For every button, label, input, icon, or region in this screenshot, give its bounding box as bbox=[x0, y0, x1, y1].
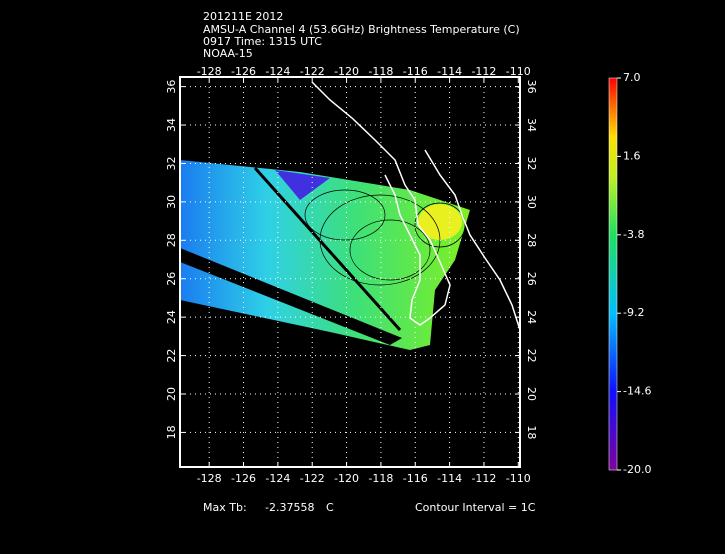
lat-label: 34 bbox=[525, 118, 538, 132]
lon-label: -126 bbox=[231, 472, 256, 485]
lat-label: 24 bbox=[525, 310, 538, 324]
lat-label: 28 bbox=[525, 233, 538, 247]
lat-label: 24 bbox=[165, 310, 178, 324]
header: 201211E 2012 AMSU-A Channel 4 (53.6GHz) … bbox=[203, 10, 520, 60]
max-label: Max Tb: bbox=[203, 501, 247, 514]
lat-label: 18 bbox=[165, 425, 178, 439]
lon-label: -110 bbox=[506, 65, 531, 78]
lat-label: 30 bbox=[525, 195, 538, 209]
lat-label: 26 bbox=[165, 272, 178, 286]
lon-label: -118 bbox=[368, 65, 393, 78]
lat-label: 20 bbox=[525, 387, 538, 401]
lat-label: 30 bbox=[165, 195, 178, 209]
colorbar bbox=[608, 77, 618, 471]
lon-label: -110 bbox=[506, 472, 531, 485]
colorbar-label: -20.0 bbox=[623, 463, 651, 476]
lon-label: -116 bbox=[403, 472, 428, 485]
colorbar-label: -3.8 bbox=[623, 228, 644, 241]
lon-label: -128 bbox=[197, 472, 222, 485]
colorbar-label: -14.6 bbox=[623, 385, 651, 398]
lon-label: -118 bbox=[368, 472, 393, 485]
swath bbox=[180, 160, 470, 350]
lon-label: -128 bbox=[197, 65, 222, 78]
lat-label: 34 bbox=[165, 118, 178, 132]
coastline bbox=[311, 81, 451, 326]
title-line: 0917 Time: 1315 UTC bbox=[203, 35, 322, 48]
lon-label: -120 bbox=[334, 472, 359, 485]
lon-label: -114 bbox=[437, 472, 462, 485]
lon-label: -120 bbox=[334, 65, 359, 78]
lon-label: -122 bbox=[300, 472, 325, 485]
contour-interval: Contour Interval = 1C bbox=[415, 501, 536, 514]
colorbar-label: 7.0 bbox=[623, 71, 641, 84]
colorbar-label: -9.2 bbox=[623, 306, 644, 319]
lon-label: -124 bbox=[265, 472, 290, 485]
lon-label: -116 bbox=[403, 65, 428, 78]
lon-label: -112 bbox=[471, 65, 496, 78]
lon-label: -112 bbox=[471, 472, 496, 485]
lon-label: -124 bbox=[265, 65, 290, 78]
lon-label: -122 bbox=[300, 65, 325, 78]
lon-label: -126 bbox=[231, 65, 256, 78]
max-value: -2.37558 bbox=[265, 501, 314, 514]
lat-label: 36 bbox=[165, 80, 178, 94]
title-line: AMSU-A Channel 4 (53.6GHz) Brightness Te… bbox=[203, 23, 520, 36]
title-line: 201211E 2012 bbox=[203, 10, 283, 23]
lat-label: 18 bbox=[525, 425, 538, 439]
lon-label: -114 bbox=[437, 65, 462, 78]
lat-label: 32 bbox=[525, 156, 538, 170]
title-line: NOAA-15 bbox=[203, 47, 253, 60]
map-frame bbox=[179, 76, 521, 468]
lat-label: 36 bbox=[525, 80, 538, 94]
lat-label: 26 bbox=[525, 272, 538, 286]
lat-label: 22 bbox=[525, 349, 538, 363]
lat-label: 32 bbox=[165, 156, 178, 170]
lat-label: 28 bbox=[165, 233, 178, 247]
lat-label: 22 bbox=[165, 349, 178, 363]
colorbar-label: 1.6 bbox=[623, 149, 641, 162]
max-unit: C bbox=[326, 501, 334, 514]
lat-label: 20 bbox=[165, 387, 178, 401]
